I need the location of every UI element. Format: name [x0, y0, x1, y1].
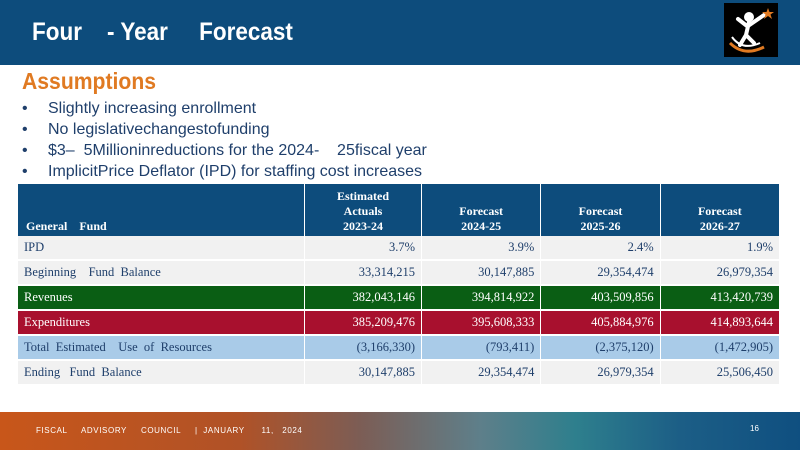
table-cell: 3.7%: [304, 236, 422, 261]
table-cell: 29,354,474: [540, 260, 661, 286]
bullet-icon: •: [22, 142, 28, 159]
row-label: Expenditures: [18, 310, 305, 336]
list-item-text: No legislativechangestofunding: [48, 121, 270, 138]
table-cell: 414,893,644: [660, 310, 781, 336]
list-item-text: $3– 5Millioninreductions for the 2024- 2…: [48, 142, 427, 159]
column-header: Forecast 2025-26: [540, 184, 661, 236]
table-row: Beginning Fund Balance 33,314,215 30,147…: [18, 260, 781, 286]
table-cell: 394,814,922: [421, 285, 542, 311]
table-cell: 403,509,856: [540, 285, 661, 311]
row-label: IPD: [18, 236, 305, 261]
bullet-icon: •: [22, 100, 28, 117]
table-cell: 3.9%: [421, 236, 542, 261]
assumptions-heading: Assumptions: [22, 68, 157, 94]
table-cell: 30,147,885: [304, 360, 422, 386]
bullet-icon: •: [22, 163, 28, 180]
column-header: Forecast 2024-25: [421, 184, 542, 236]
logo-icon: [724, 3, 778, 57]
table-cell: (1,472,905): [660, 335, 781, 361]
table-row: Total Estimated Use of Resources (3,166,…: [18, 335, 781, 361]
table-cell: (3,166,330): [304, 335, 422, 361]
table-row: Ending Fund Balance 30,147,885 29,354,47…: [18, 360, 781, 386]
table-cell: 29,354,474: [421, 360, 542, 386]
table-cell: 382,043,146: [304, 285, 422, 311]
page-number: 16: [750, 424, 759, 433]
table-cell: 26,979,354: [540, 360, 661, 386]
header-bar: [0, 0, 800, 65]
table-row: Expenditures 385,209,476 395,608,333 405…: [18, 310, 781, 336]
list-item: • Slightly increasing enrollment: [22, 98, 427, 119]
table-row: IPD 3.7% 3.9% 2.4% 1.9%: [18, 236, 781, 261]
column-header: General Fund: [18, 184, 305, 236]
table-cell: 413,420,739: [660, 285, 781, 311]
table-cell: 25,506,450: [660, 360, 781, 386]
assumptions-list: • Slightly increasing enrollment • No legi…: [22, 98, 427, 182]
table-cell: (793,411): [421, 335, 542, 361]
list-item: • No legislativechangestofunding: [22, 119, 427, 140]
column-header: Forecast 2026-27: [660, 184, 781, 236]
table-cell: 395,608,333: [421, 310, 542, 336]
table-cell: 405,884,976: [540, 310, 661, 336]
table-cell: 30,147,885: [421, 260, 542, 286]
table-cell: 385,209,476: [304, 310, 422, 336]
slide-title: Four - Year Forecast: [32, 18, 293, 46]
table-cell: 33,314,215: [304, 260, 422, 286]
table-header-row: General Fund Estimated Actuals 2023-24 F…: [18, 184, 781, 236]
column-header: Estimated Actuals 2023-24: [304, 184, 422, 236]
list-item: • ImplicitPrice Deflator (IPD) for staffi…: [22, 161, 427, 182]
row-label: Beginning Fund Balance: [18, 260, 305, 286]
table-cell: 1.9%: [660, 236, 781, 261]
row-label: Total Estimated Use of Resources: [18, 335, 305, 361]
table-row: Revenues 382,043,146 394,814,922 403,509…: [18, 285, 781, 311]
footer-text: FISCAL ADVISORY COUNCIL | JANUARY 11, 20…: [36, 426, 303, 435]
row-label: Revenues: [18, 285, 305, 311]
forecast-table: General Fund Estimated Actuals 2023-24 F…: [18, 184, 781, 386]
list-item: • $3– 5Millioninreductions for the 2024- …: [22, 140, 427, 161]
bullet-icon: •: [22, 121, 28, 138]
list-item-text: ImplicitPrice Deflator (IPD) for staffin…: [48, 163, 423, 180]
table-cell: 26,979,354: [660, 260, 781, 286]
footer-bar: [0, 412, 800, 450]
row-label: Ending Fund Balance: [18, 360, 305, 386]
list-item-text: Slightly increasing enrollment: [48, 100, 257, 117]
table-cell: (2,375,120): [540, 335, 661, 361]
table-cell: 2.4%: [540, 236, 661, 261]
